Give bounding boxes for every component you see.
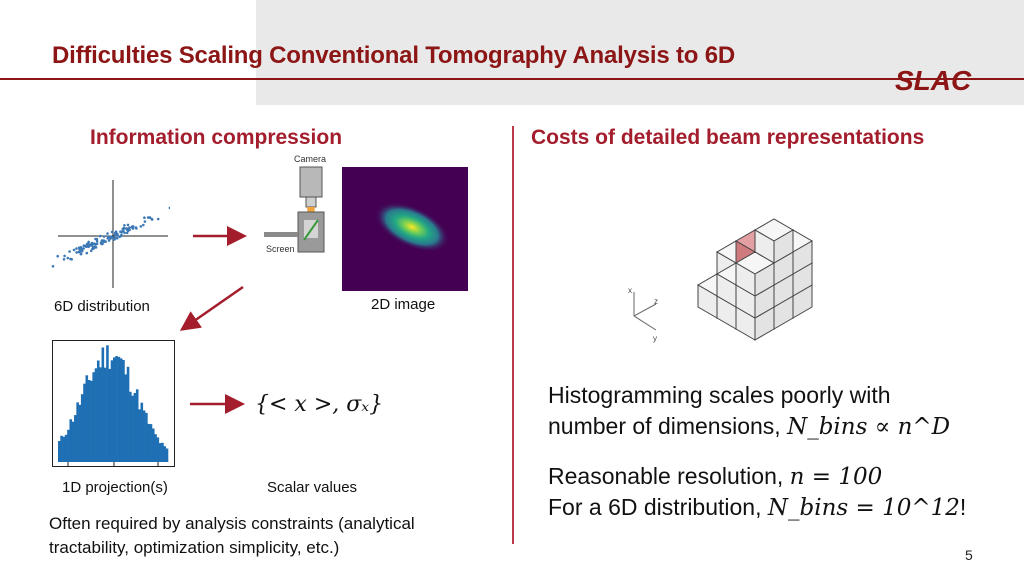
- arrow-to-projection: [179, 285, 244, 331]
- scaling-line-2-text: number of dimensions,: [548, 413, 788, 439]
- page-number: 5: [965, 547, 973, 563]
- distribution-label: 6D distribution: [54, 298, 150, 315]
- cube-stack: [697, 218, 813, 341]
- axis-z-label: z: [654, 297, 658, 306]
- axis-y-label: y: [653, 334, 657, 343]
- bins-tail: !: [959, 494, 967, 520]
- scaling-formula: N_bins ∝ n^D: [787, 414, 951, 440]
- camera-screen-diagram: Camera Screen: [264, 154, 326, 254]
- axis-x-label: x: [628, 286, 632, 295]
- header-band: [256, 0, 1024, 105]
- resolution-text: Reasonable resolution,: [548, 463, 790, 489]
- slide-title: Difficulties Scaling Conventional Tomogr…: [52, 42, 735, 69]
- slac-logo: SLAC: [895, 65, 972, 96]
- screen-label: Screen: [266, 244, 295, 254]
- bins-text: For a 6D distribution,: [548, 494, 768, 520]
- beam-image: [342, 167, 468, 291]
- right-heading: Costs of detailed beam representations: [531, 126, 925, 149]
- slac-logo-text: SLAC: [895, 65, 972, 96]
- title-rule: [0, 78, 1024, 80]
- resolution-line: Reasonable resolution, n = 100: [548, 461, 882, 492]
- left-heading: Information compression: [90, 126, 343, 149]
- histogram-plot: [52, 340, 175, 467]
- scalar-formula: {< x >, σₓ}: [255, 392, 384, 417]
- projection-label: 1D projection(s): [62, 479, 168, 496]
- image-label: 2D image: [371, 296, 436, 313]
- bins-line: For a 6D distribution, N_bins = 10^12!: [548, 492, 966, 523]
- scalars-label: Scalar values: [267, 479, 358, 496]
- flow-arrows: [179, 226, 247, 414]
- scaling-line-1: Histogramming scales poorly with: [548, 382, 891, 408]
- scaling-line-2: number of dimensions, N_bins ∝ n^D: [548, 411, 950, 442]
- resolution-formula: n = 100: [789, 464, 883, 490]
- column-divider: [512, 126, 514, 544]
- camera-label: Camera: [294, 154, 326, 164]
- constraints-note: Often required by analysis constraints (…: [49, 514, 415, 557]
- axes-indicator: x z y: [628, 286, 658, 343]
- bins-formula: N_bins = 10^12: [767, 495, 960, 521]
- scatter-plot: [51, 180, 170, 288]
